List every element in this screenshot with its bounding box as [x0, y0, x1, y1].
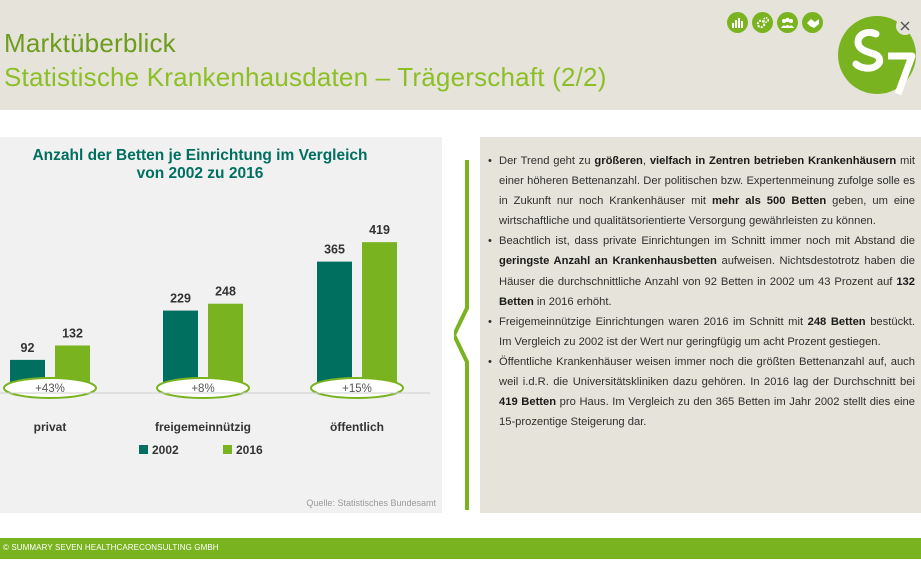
data-label: 419 — [369, 223, 390, 237]
header-bar: Marktüberblick Statistische Krankenhausd… — [0, 0, 921, 110]
text-panel: Der Trend geht zu größeren, vielfach in … — [480, 137, 921, 513]
bar-öffentlich-2002 — [317, 261, 352, 393]
s7-logo — [838, 16, 916, 96]
bullet-list: Der Trend geht zu größeren, vielfach in … — [486, 151, 915, 432]
bullet-item: Der Trend geht zu größeren, vielfach in … — [486, 151, 915, 231]
chart-title: Anzahl der Betten je Einrichtung im Verg… — [32, 147, 368, 182]
legend-label: 2016 — [236, 443, 263, 457]
data-label: 365 — [324, 243, 345, 257]
bar-chart: 92 132 229 248 365 419 +43% +8% +15% privat frei… — [0, 223, 430, 457]
change-label: +43% — [35, 383, 65, 395]
people-icon[interactable] — [777, 12, 798, 33]
legend-swatch-2016 — [223, 445, 232, 454]
category-label: öffentlich — [330, 420, 384, 434]
change-label: +15% — [342, 383, 372, 395]
legend-label: 2002 — [152, 443, 179, 457]
category-label: privat — [34, 420, 67, 434]
bar-öffentlich-2016 — [362, 242, 397, 393]
footer-copyright: © SUMMARY SEVEN HEALTHCARECONSULTING GMB… — [3, 543, 219, 552]
divider-arrow — [454, 160, 469, 510]
bullet-item: Freigemeinnützige Einrichtungen waren 20… — [486, 312, 915, 352]
footer-bar: © SUMMARY SEVEN HEALTHCARECONSULTING GMB… — [0, 538, 921, 559]
gears-icon[interactable] — [752, 12, 773, 33]
bullet-item: Beachtlich ist, dass private Einrichtung… — [486, 231, 915, 311]
bullet-item: Öffentliche Krankenhäuser weisen immer n… — [486, 352, 915, 432]
page-title: Marktüberblick — [4, 28, 176, 58]
data-label: 248 — [215, 285, 236, 299]
data-label: 132 — [62, 326, 83, 340]
nav-icons — [727, 12, 823, 33]
handshake-icon[interactable] — [802, 12, 823, 33]
chart-panel: 92 132 229 248 365 419 +43% +8% +15% privat frei… — [0, 137, 442, 513]
data-label: 92 — [21, 341, 35, 355]
change-label: +8% — [191, 383, 214, 395]
bar-chart-icon[interactable] — [727, 12, 748, 33]
category-label: freigemeinnützig — [155, 420, 251, 434]
chart-source: Quelle: Statistisches Bundesamt — [306, 498, 436, 508]
legend-swatch-2002 — [139, 445, 148, 454]
page-subtitle: Statistische Krankenhausdaten – Trägersc… — [4, 62, 607, 92]
data-label: 229 — [170, 292, 191, 306]
